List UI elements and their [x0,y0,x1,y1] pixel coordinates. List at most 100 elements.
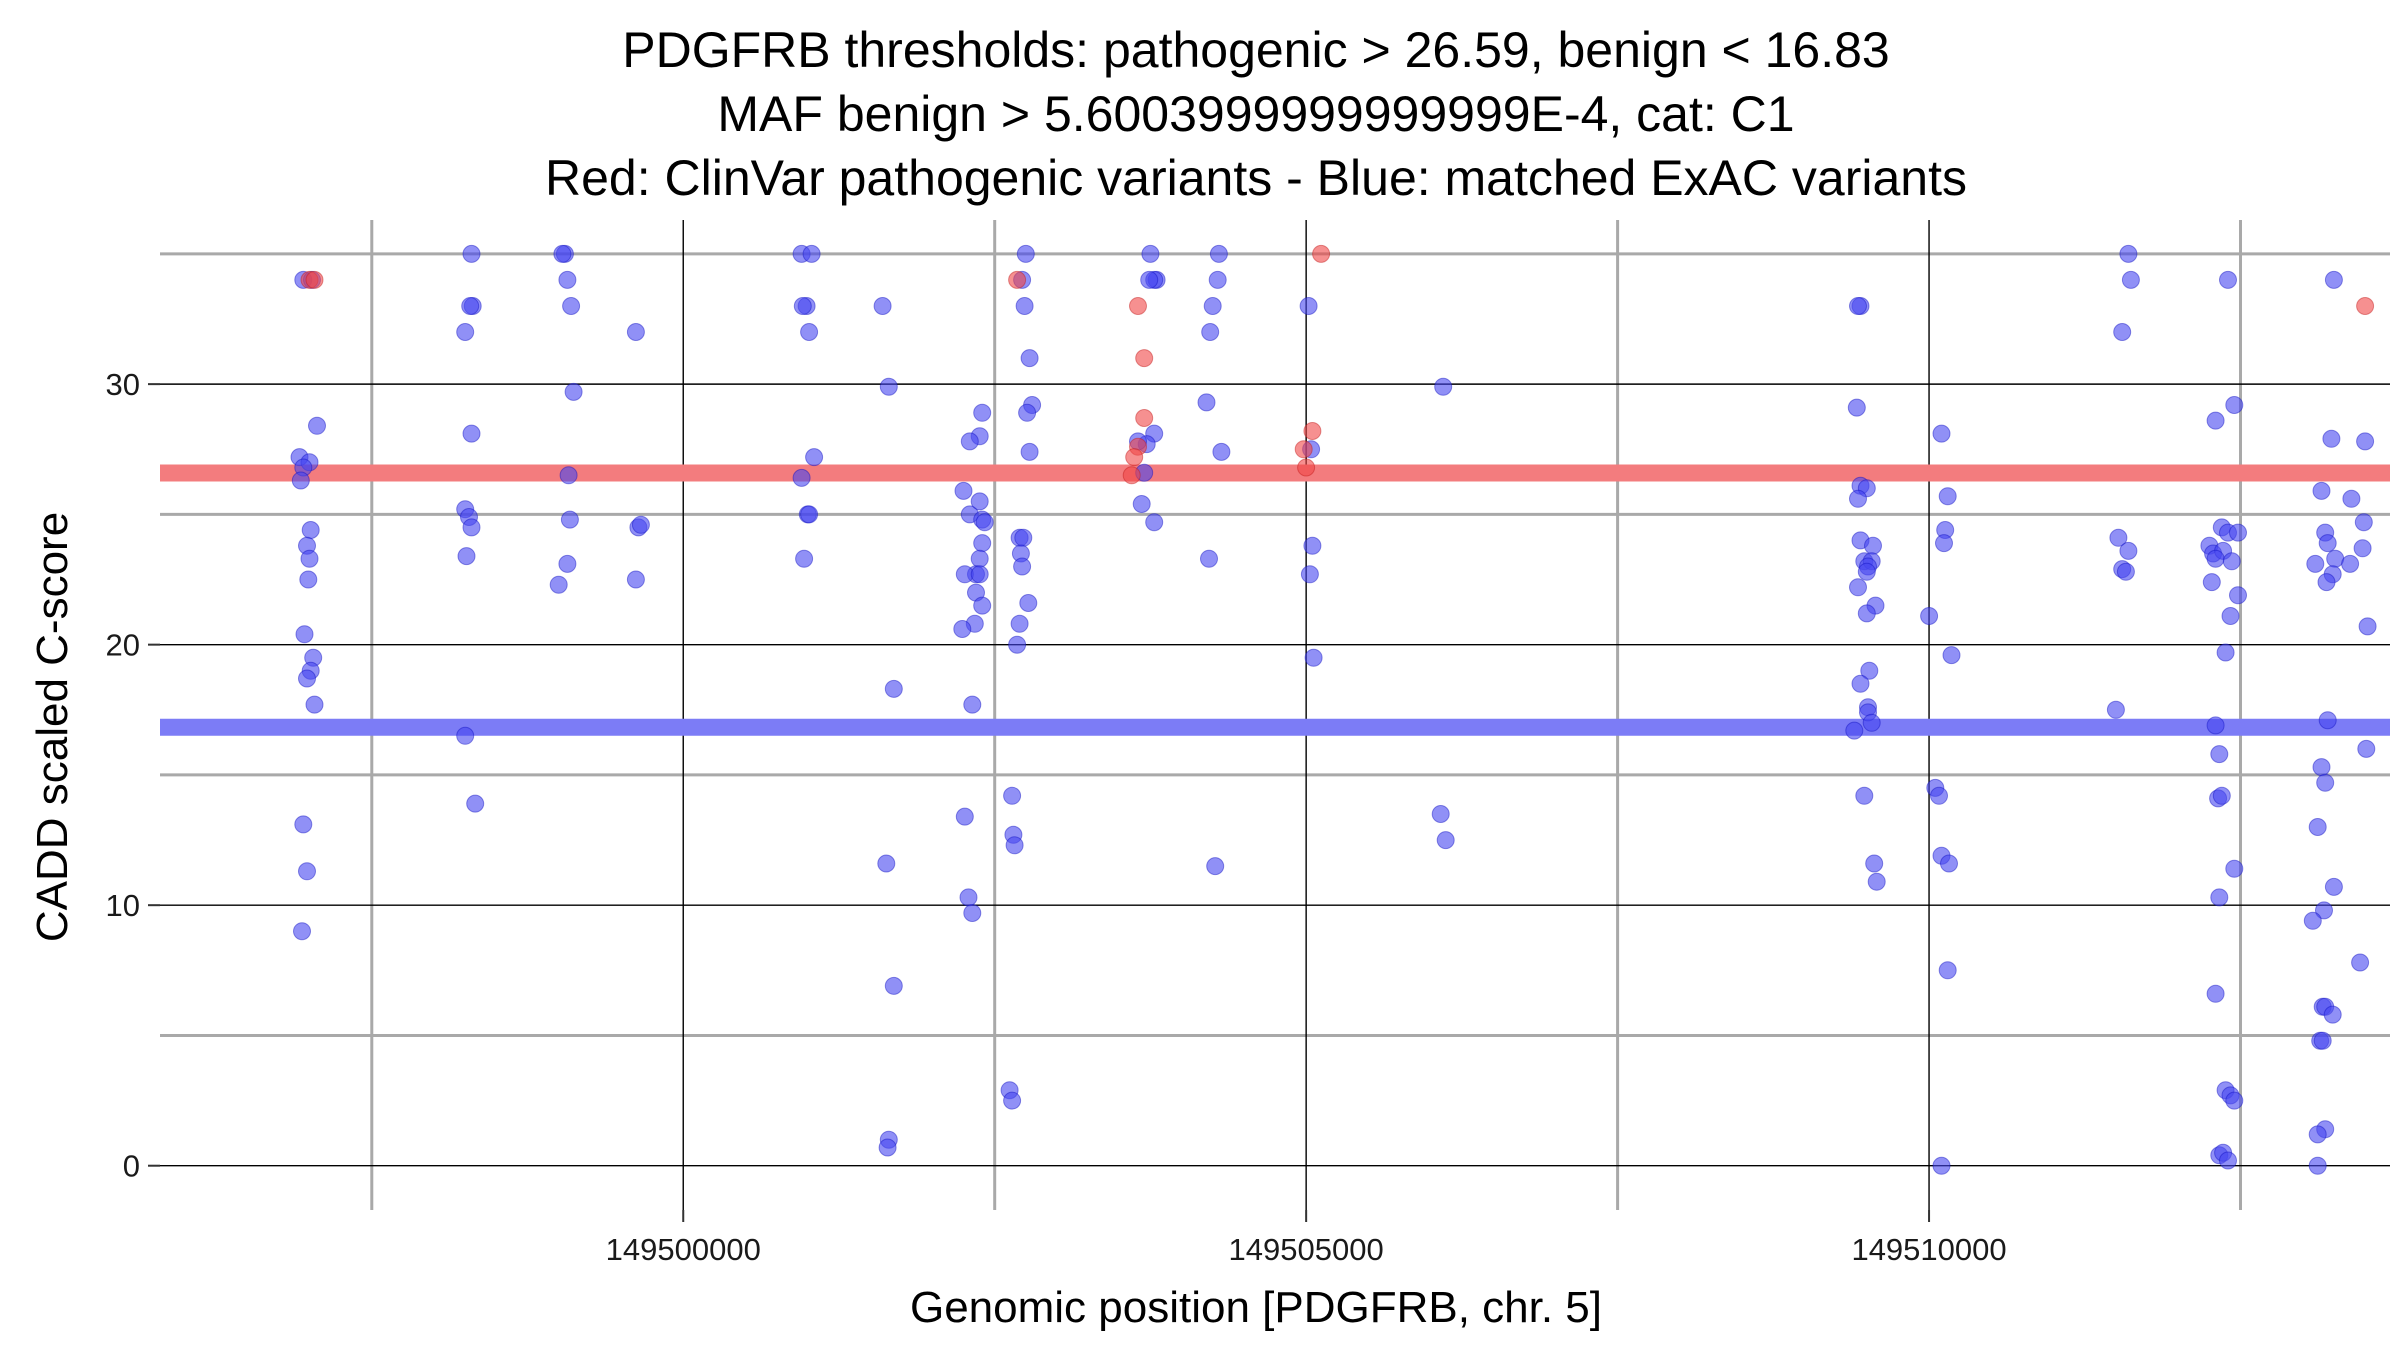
clinvar-point [1125,448,1144,467]
exac-point [294,815,313,834]
exac-point [1132,495,1151,513]
exac-point [2225,396,2244,414]
clinvar-point [1303,422,1322,440]
exac-point [308,416,326,435]
x-tick-label: 149500000 [606,1232,761,1267]
exac-point [2206,549,2225,568]
exac-point [2212,786,2231,805]
exac-point [2308,818,2327,836]
exac-point [291,471,310,490]
clinvar-point [305,270,324,289]
exac-point [457,547,476,566]
exac-point [1145,513,1164,532]
exac-point [953,620,972,638]
exac-point [2354,513,2373,532]
exac-point [2229,586,2247,605]
exac-point [2219,1151,2237,1170]
exac-point [1010,614,1029,633]
clinvar-point [1135,349,1154,368]
exac-point [2318,534,2337,553]
exac-point [1013,557,1032,576]
chart-title: PDGFRB thresholds: pathogenic > 26.59, b… [545,22,1967,206]
exac-point [1140,270,1159,289]
exac-point [1857,562,1876,581]
exac-point [1020,442,1039,461]
exac-point [973,596,992,615]
exac-point [2206,716,2225,735]
exac-point [975,513,994,532]
exac-point [300,549,319,568]
exac-point [1849,297,1867,315]
exac-point [1930,786,1948,805]
exac-point [2315,901,2333,920]
exac-point [2353,539,2372,558]
exac-point [1862,713,1881,732]
exac-point [1942,646,1961,665]
exac-point [1212,442,1231,461]
exac-point [1434,377,1453,396]
y-tick-label: 30 [106,367,140,402]
title-line-3: Red: ClinVar pathogenic variants - Blue:… [545,150,1967,206]
exac-point [2221,607,2240,625]
exac-point [1209,244,1228,263]
title-line-2: MAF benign > 5.6003999999999999E-4, cat:… [717,86,1794,142]
exac-point [1855,786,1874,805]
exac-point [2106,700,2125,719]
exac-point [2357,739,2376,758]
exac-point [970,565,989,584]
exac-point [295,625,314,644]
exac-point [2210,888,2229,907]
exac-point [2202,573,2221,592]
exac-point [963,904,982,922]
exac-point [2351,953,2370,972]
exac-point [2121,270,2140,289]
exac-point [559,466,578,485]
exac-point [2206,984,2225,1003]
exac-point [795,549,814,568]
exac-point [626,570,645,589]
exac-point [1203,297,1222,315]
exac-point [1014,528,1033,547]
exac-point [805,448,824,467]
exac-point [1920,607,1939,625]
exac-point [1206,857,1225,876]
exac-point [2303,911,2322,930]
exac-point [466,794,485,813]
exac-point [2225,1091,2244,1110]
exac-point [1845,721,1864,740]
exac-point [2318,711,2337,730]
minor-gridlines [160,220,2390,1210]
exac-point [2206,411,2225,430]
exac-point [562,297,581,315]
exac-point [873,297,892,315]
exac-point [973,534,992,553]
exac-point [2323,1005,2342,1024]
exac-point [1938,487,1957,506]
x-tick-label: 149505000 [1229,1232,1384,1267]
clinvar-point [1008,270,1027,289]
exac-point [963,695,982,714]
exac-point [553,244,572,263]
exac-point [1005,836,1024,855]
x-axis-title: Genomic position [PDGFRB, chr. 5] [910,1283,1602,1332]
exac-point [456,323,475,341]
exac-point [2119,244,2138,263]
exac-point [2229,523,2247,542]
exac-point [1304,648,1323,667]
exac-point [2219,270,2237,289]
exac-point [970,492,989,511]
exac-point [1018,403,1037,422]
exac-point [558,554,577,573]
y-tick-label: 0 [123,1149,140,1184]
exac-point [301,521,320,539]
exac-point [793,297,812,315]
exac-point [1020,349,1039,368]
exac-point [2313,1031,2332,1050]
major-gridlines [160,220,2390,1210]
exac-point [2119,541,2138,560]
exac-point [1201,323,1220,341]
exac-point [2312,758,2331,777]
exac-point [299,570,318,589]
exac-point [462,244,481,263]
